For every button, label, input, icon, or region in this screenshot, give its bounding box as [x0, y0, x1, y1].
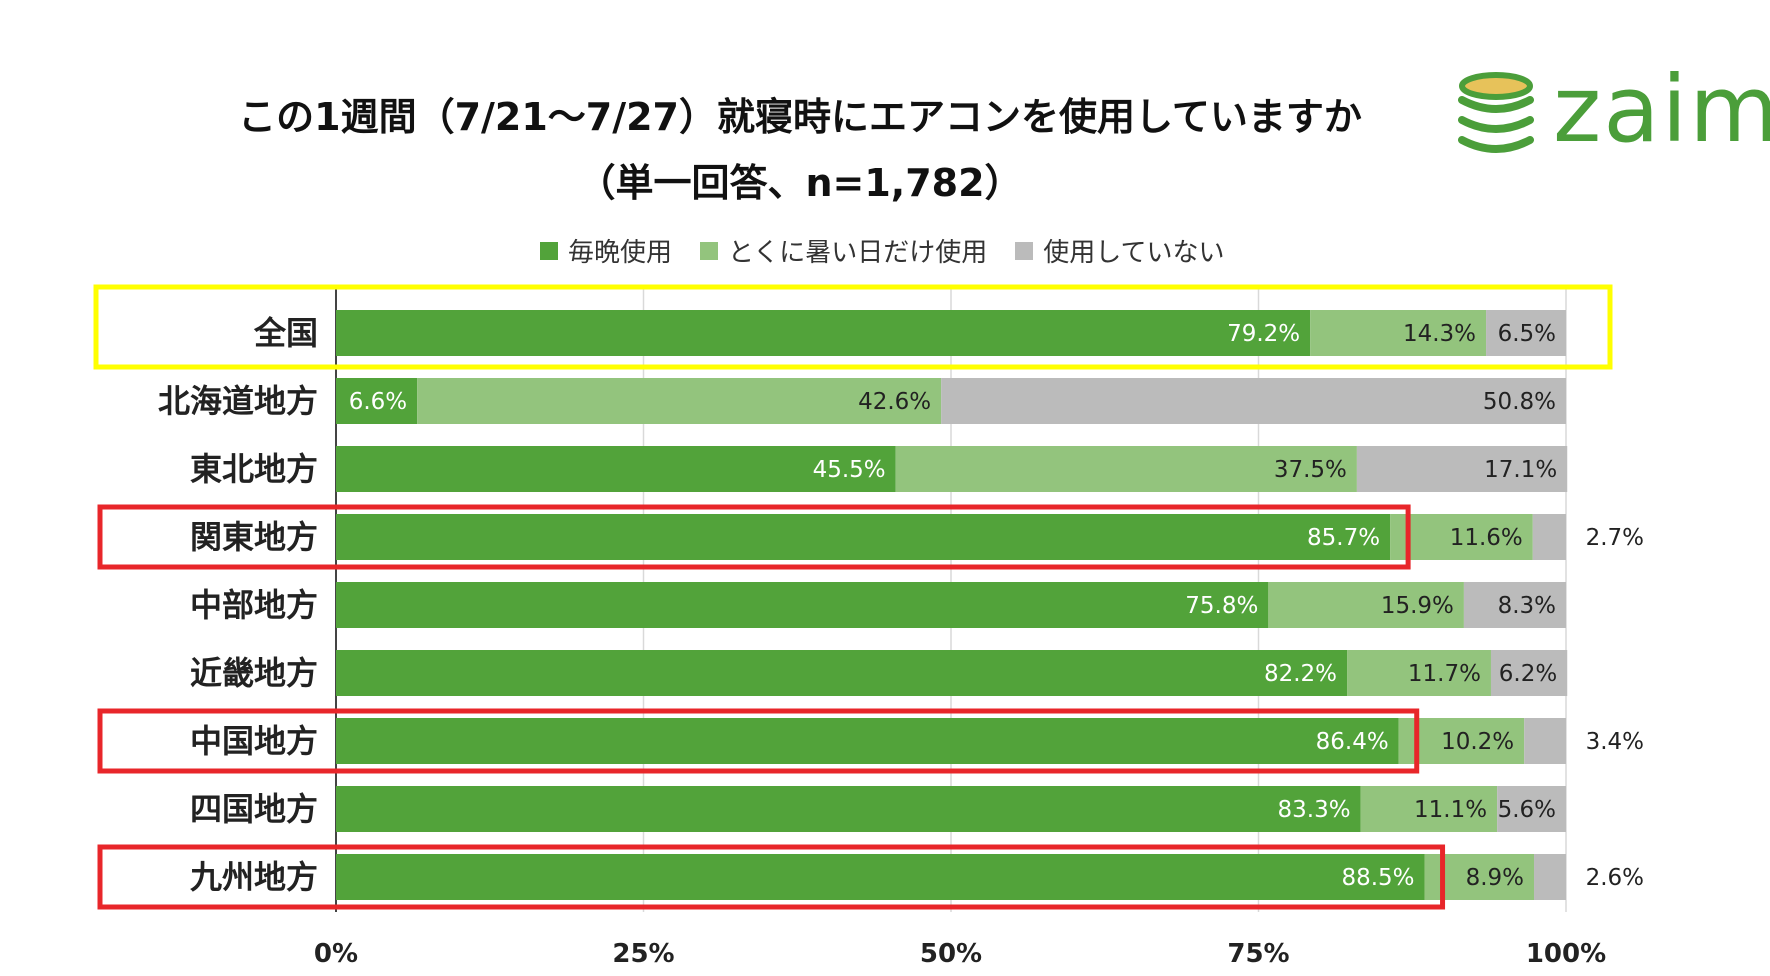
data-label: 11.7%: [1408, 661, 1481, 687]
data-label: 14.3%: [1403, 321, 1476, 347]
bar-segment: [336, 514, 1391, 560]
data-label: 15.9%: [1381, 593, 1454, 619]
data-label: 8.9%: [1466, 865, 1524, 891]
bar-segment: [336, 378, 418, 424]
bar-segment: [1390, 514, 1533, 560]
data-label: 42.6%: [858, 389, 931, 415]
data-label: 2.6%: [1586, 865, 1644, 891]
bar-segment: [1268, 582, 1464, 628]
highlight-box: [93, 284, 1613, 370]
data-label: 2.7%: [1586, 525, 1644, 551]
zaim-logo: zaim: [1448, 56, 1770, 163]
bar-segment: [1497, 786, 1566, 832]
bar-segment: [1463, 582, 1566, 628]
highlight-box: [97, 708, 1420, 774]
bar-segment: [1310, 310, 1487, 356]
bar-segment: [1347, 650, 1491, 696]
bar-segment: [336, 650, 1348, 696]
x-tick-label: 50%: [920, 939, 982, 969]
data-label: 6.2%: [1499, 661, 1557, 687]
category-label: 関東地方: [190, 518, 318, 556]
bar-segment: [941, 378, 1566, 424]
x-tick-label: 25%: [612, 939, 674, 969]
category-label: 中部地方: [190, 586, 318, 624]
legend-label: 毎晩使用: [568, 238, 673, 268]
category-label: 九州地方: [190, 858, 318, 896]
data-label: 17.1%: [1484, 457, 1557, 483]
coin-stack-icon: [1458, 72, 1534, 153]
data-label: 75.8%: [1185, 593, 1258, 619]
category-label: 全国: [253, 314, 318, 352]
category-label: 東北地方: [190, 450, 318, 488]
bar-segment: [895, 446, 1357, 492]
bar-segment: [417, 378, 942, 424]
data-label: 11.6%: [1450, 525, 1523, 551]
bar-segment: [1486, 310, 1566, 356]
chart-title-line1: この1週間（7/21〜7/27）就寝時にエアコンを使用していますか: [238, 95, 1362, 139]
data-label: 10.2%: [1441, 729, 1514, 755]
bar-segment: [336, 718, 1399, 764]
bar-segment: [1356, 446, 1568, 492]
data-label: 45.5%: [813, 457, 886, 483]
data-label: 88.5%: [1341, 865, 1414, 891]
legend-swatch: [700, 241, 719, 260]
legend: 毎晩使用 とくに暑い日だけ使用 使用していない: [540, 232, 1252, 269]
bar-segment: [336, 854, 1425, 900]
data-label: 82.2%: [1264, 661, 1337, 687]
bar-segment: [336, 446, 896, 492]
data-label: 3.4%: [1586, 729, 1644, 755]
bar-segment: [1524, 718, 1566, 764]
data-label: 11.1%: [1414, 797, 1487, 823]
data-label: 6.6%: [349, 389, 407, 415]
bar-segment: [1532, 514, 1566, 560]
data-label: 6.5%: [1498, 321, 1556, 347]
x-tick-label: 75%: [1227, 939, 1289, 969]
category-label: 北海道地方: [158, 382, 318, 420]
x-tick-label: 100%: [1526, 939, 1606, 969]
data-label: 5.6%: [1498, 797, 1556, 823]
data-label: 83.3%: [1278, 797, 1351, 823]
data-label: 8.3%: [1498, 593, 1556, 619]
bar-segment: [1490, 650, 1568, 696]
data-label: 37.5%: [1274, 457, 1347, 483]
data-label: 50.8%: [1483, 389, 1556, 415]
highlight-box: [97, 844, 1446, 910]
data-label: 86.4%: [1316, 729, 1389, 755]
legend-item-hot-days: とくに暑い日だけ使用: [700, 232, 987, 269]
bar-segment: [336, 786, 1361, 832]
category-label: 近畿地方: [190, 654, 318, 692]
data-label: 85.7%: [1307, 525, 1380, 551]
bar-segment: [1534, 854, 1566, 900]
legend-swatch: [1015, 241, 1034, 260]
category-label: 四国地方: [190, 790, 318, 828]
bar-segment: [1360, 786, 1498, 832]
legend-label: とくに暑い日だけ使用: [728, 238, 988, 268]
bar-segment: [336, 582, 1269, 628]
bar-segment: [336, 310, 1311, 356]
bar-segment: [1398, 718, 1525, 764]
legend-item-not-used: 使用していない: [1015, 232, 1224, 269]
legend-swatch: [540, 241, 558, 260]
category-label: 中国地方: [190, 722, 318, 760]
logo-text: zaim: [1553, 56, 1770, 163]
data-label: 79.2%: [1227, 321, 1300, 347]
highlight-box: [97, 504, 1411, 570]
legend-item-nightly: 毎晩使用: [540, 232, 672, 269]
x-tick-label: 0%: [314, 939, 358, 969]
chart-title-line2: （単一回答、n=1,782）: [577, 161, 1023, 205]
legend-label: 使用していない: [1043, 238, 1225, 268]
